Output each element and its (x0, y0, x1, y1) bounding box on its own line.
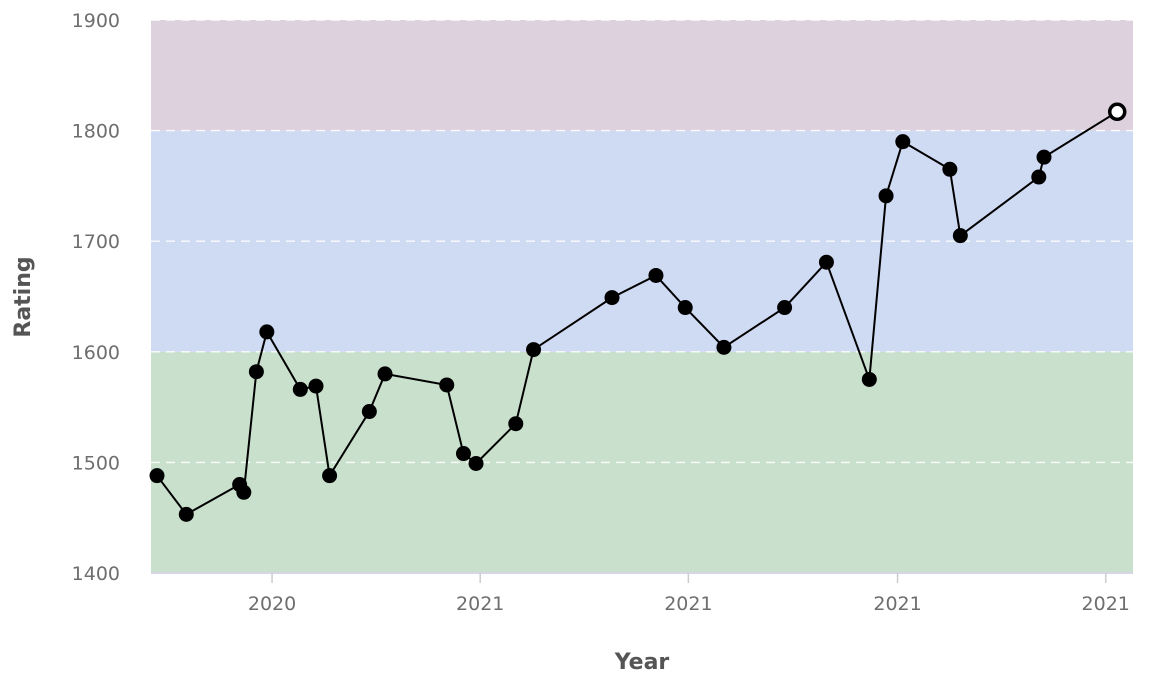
rating-bands (151, 20, 1133, 573)
y-tick-label: 1800 (72, 121, 120, 143)
data-point (604, 290, 620, 306)
data-point (178, 506, 194, 522)
data-point (952, 228, 968, 244)
data-point (861, 371, 877, 387)
x-tick-label: 2021 (456, 593, 504, 615)
y-tick-label: 1400 (72, 563, 120, 585)
data-point (1107, 102, 1127, 122)
data-point (292, 381, 308, 397)
data-point (361, 404, 377, 420)
data-point (149, 468, 165, 484)
rating-series (149, 102, 1127, 522)
data-point (455, 446, 471, 462)
data-point (259, 324, 275, 340)
y-tick-label: 1700 (72, 231, 120, 253)
data-point (1031, 169, 1047, 185)
rating-band-2 (151, 20, 1133, 131)
x-tick-label: 2021 (1082, 593, 1130, 615)
data-point (377, 366, 393, 382)
y-tick-label: 1500 (72, 452, 120, 474)
rating-band-1 (151, 130, 1133, 352)
data-point (468, 456, 484, 472)
data-point (942, 161, 958, 177)
data-point (508, 416, 524, 432)
data-point (818, 254, 834, 270)
x-axis-ticks: 2020 2021 2021 2021 2021 (248, 573, 1130, 615)
data-point (308, 378, 324, 394)
data-point (248, 364, 264, 380)
data-point (716, 339, 732, 355)
x-axis-title: Year (614, 650, 670, 675)
data-point (236, 484, 252, 500)
data-point (322, 468, 338, 484)
x-tick-label: 2021 (664, 593, 712, 615)
data-point (1036, 149, 1052, 165)
x-tick-label: 2020 (248, 593, 296, 615)
x-tick-label: 2021 (873, 593, 921, 615)
data-point (878, 188, 894, 204)
y-axis-ticks: 1400 1500 1600 1700 1800 1900 (72, 10, 120, 585)
y-axis-title: Rating (11, 256, 36, 337)
data-point (895, 134, 911, 150)
y-tick-label: 1900 (72, 10, 120, 32)
data-point (777, 300, 793, 316)
data-point (648, 267, 664, 283)
gridlines (151, 19, 1133, 574)
data-point (439, 377, 455, 393)
data-point (526, 342, 542, 358)
y-tick-label: 1600 (72, 342, 120, 364)
data-point (677, 300, 693, 316)
